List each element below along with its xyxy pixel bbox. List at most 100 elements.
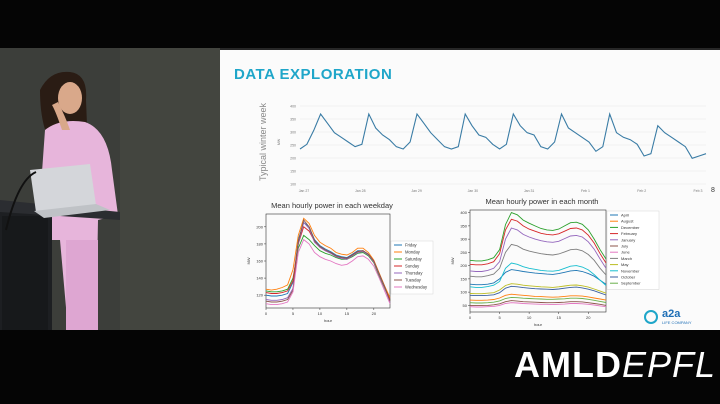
slide-page-number: 8	[711, 187, 715, 194]
series-line-june	[469, 302, 607, 308]
legend-label: December	[621, 225, 640, 230]
series-line-march	[469, 243, 607, 278]
legend-label: July	[621, 244, 628, 249]
legend-label: Monday	[405, 250, 421, 255]
brand-part-2: EPFL	[621, 344, 717, 385]
y-tick-label: 50	[463, 303, 468, 308]
series-line-december	[469, 212, 607, 262]
series-line-monday	[265, 217, 391, 298]
y-tick-label: 400	[290, 105, 296, 109]
y-axis-label: MW	[246, 257, 251, 264]
x-tick-label: Jan 29	[411, 189, 422, 193]
presentation-slide: DATA EXPLORATION 8 400 350 300 250 200 150 100…	[220, 50, 720, 330]
legend-label: May	[621, 262, 629, 267]
x-tick-label: 0	[265, 311, 268, 316]
x-tick-label: Feb 3	[694, 189, 703, 193]
y-tick-label: 300	[290, 131, 296, 135]
legend-label: Wednesday	[405, 285, 428, 290]
letterbox-bottom	[0, 330, 720, 404]
plot-frame	[265, 213, 391, 309]
series-line-august	[469, 293, 607, 301]
legend-label: April	[621, 213, 629, 218]
x-tick-label: 5	[292, 311, 295, 316]
legend-label: June	[621, 250, 630, 255]
y-tick-label: 250	[460, 250, 467, 255]
chart-title: Mean hourly power in each weekday	[271, 201, 393, 210]
x-tick-label: 15	[556, 315, 561, 320]
y-tick-label: 140	[256, 276, 263, 281]
x-axis-label: hour	[534, 322, 543, 327]
x-tick-label: Jan 28	[355, 189, 366, 193]
y-tick-label: 250	[290, 144, 296, 148]
x-tick-label: 20	[586, 315, 591, 320]
legend-label: Saturday	[405, 257, 423, 262]
legend-box	[606, 210, 660, 290]
x-tick-label: 10	[318, 311, 323, 316]
legend-label: November	[621, 268, 640, 273]
series-line-january	[469, 227, 607, 272]
y-axis-label: Typical winter week	[258, 102, 268, 181]
series-line-may	[469, 283, 607, 295]
y-tick-label: 100	[290, 183, 296, 187]
y-tick-label: 200	[460, 263, 467, 268]
y-tick-label: 150	[290, 170, 296, 174]
legend-label: Sunday	[405, 264, 420, 269]
legend-label: August	[621, 219, 634, 224]
x-tick-label: 10	[527, 315, 532, 320]
y-axis-unit: MW	[277, 138, 281, 145]
logo-ring-icon	[644, 310, 658, 324]
legend-label: February	[621, 231, 637, 236]
x-tick-label: Feb 2	[637, 189, 646, 193]
legend-label: January	[621, 237, 635, 242]
legend-label: Tuesday	[405, 278, 422, 283]
series-line-saturday	[265, 234, 391, 301]
series-line-thursday	[265, 221, 391, 303]
x-tick-label: Jan 31	[524, 189, 535, 193]
y-tick-label: 180	[256, 241, 263, 246]
chart-month-power: Mean hourly power in each month 0 5 10 15 20 5…	[450, 197, 660, 327]
legend-label: March	[621, 256, 632, 261]
brand-part-1: AMLD	[514, 344, 622, 385]
y-tick-label: 150	[460, 276, 467, 281]
series-line-friday	[265, 221, 391, 300]
x-axis-label: hour	[324, 318, 333, 323]
presenter-illustration	[0, 48, 220, 330]
series-line-tuesday	[265, 218, 391, 303]
y-tick-label: 200	[256, 224, 263, 229]
letterbox-top	[0, 0, 720, 48]
logo-name: a2a	[662, 308, 681, 320]
y-tick-label: 300	[460, 237, 467, 242]
series-line-november	[469, 262, 607, 288]
y-tick-label: 400	[460, 210, 467, 215]
y-axis-label: MW	[450, 257, 455, 264]
y-tick-label: 160	[256, 259, 263, 264]
x-tick-label: 20	[372, 311, 377, 316]
x-tick-label: 0	[469, 315, 472, 320]
conference-brand: AMLDEPFL	[514, 344, 716, 386]
x-tick-label: 5	[498, 315, 501, 320]
y-tick-label: 350	[290, 118, 296, 122]
series-line-july	[469, 300, 607, 307]
legend-label: September	[621, 281, 641, 286]
series-line-wednesday	[265, 238, 391, 306]
chart-title: Mean hourly power in each month	[486, 197, 599, 206]
series-line-april	[469, 269, 607, 286]
legend-box	[390, 240, 434, 295]
x-tick-label: 15	[345, 311, 350, 316]
company-logo: a2a LIFE COMPANY	[644, 308, 706, 326]
series-line-february	[469, 218, 607, 266]
legend-label: Thursday	[405, 271, 423, 276]
plot-frame	[469, 209, 607, 313]
y-tick-label: 350	[460, 223, 467, 228]
series-line-september	[469, 296, 607, 304]
y-tick-label: 120	[256, 293, 263, 298]
x-tick-label: Jan 30	[468, 189, 479, 193]
logo-subtitle: LIFE COMPANY	[662, 320, 692, 325]
series-line	[299, 112, 707, 159]
slide-title: DATA EXPLORATION	[234, 66, 393, 83]
series-line-october	[469, 285, 607, 297]
x-tick-label: Feb 1	[581, 189, 590, 193]
y-tick-label: 200	[290, 157, 296, 161]
chart-weekday-power: Mean hourly power in each weekday 0 5 10 15 2…	[246, 201, 434, 323]
